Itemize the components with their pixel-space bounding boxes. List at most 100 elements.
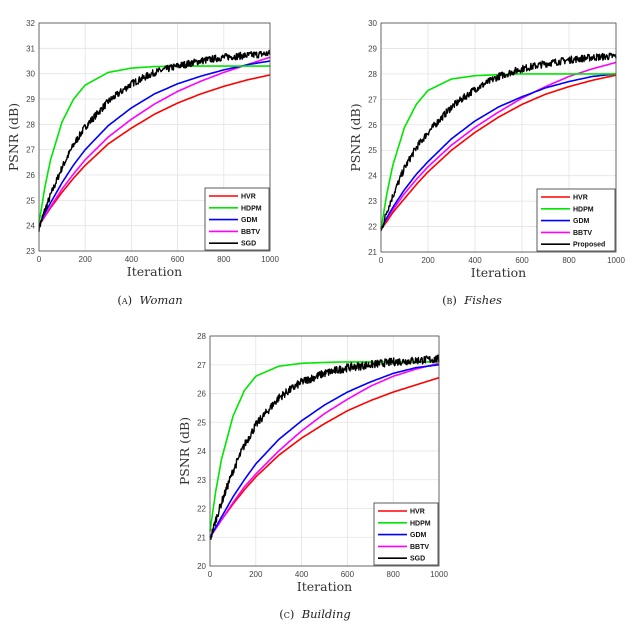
y-tick-label: 22 bbox=[197, 505, 206, 514]
legend: HVR HDPM GDM BBTV SGD bbox=[204, 187, 270, 251]
x-axis-label: Iteration bbox=[471, 265, 526, 280]
y-axis-label: PSNR (dB) bbox=[177, 417, 192, 485]
plot-frame bbox=[38, 22, 271, 252]
y-axis-label: PSNR (dB) bbox=[6, 103, 21, 171]
x-tick-label: 600 bbox=[341, 570, 355, 579]
y-tick-label: 30 bbox=[368, 19, 377, 28]
y-tick-label: 24 bbox=[197, 447, 206, 456]
y-tick-label: 32 bbox=[26, 19, 35, 28]
y-tick-label: 23 bbox=[368, 197, 377, 206]
x-tick-label: 600 bbox=[515, 256, 529, 265]
legend: HVR HDPM GDM BBTV Proposed bbox=[536, 188, 616, 252]
legend-label: HVR bbox=[573, 195, 588, 202]
legend-label: GDM bbox=[241, 217, 258, 224]
subfigure-caption: (c) Building bbox=[279, 607, 350, 621]
subfigure-caption: (a) Woman bbox=[117, 293, 182, 307]
series-line-hvr bbox=[38, 74, 271, 227]
legend-label: SGD bbox=[241, 241, 256, 248]
y-tick-label: 21 bbox=[368, 248, 377, 257]
y-tick-label: 20 bbox=[197, 562, 206, 571]
caption-space bbox=[132, 293, 139, 307]
x-tick-label: 800 bbox=[217, 255, 231, 264]
y-tick-label: 21 bbox=[197, 533, 206, 542]
caption-space bbox=[294, 607, 301, 621]
x-tick-label: 0 bbox=[208, 570, 213, 579]
legend: HVR HDPM GDM BBTV SGD bbox=[373, 502, 439, 566]
y-tick-label: 31 bbox=[26, 44, 35, 53]
series-line-hvr bbox=[209, 376, 440, 538]
x-tick-label: 400 bbox=[468, 256, 482, 265]
y-tick-label: 29 bbox=[26, 95, 35, 104]
y-tick-label: 27 bbox=[26, 146, 35, 155]
legend-label: BBTV bbox=[410, 544, 429, 551]
x-tick-label: 400 bbox=[125, 255, 139, 264]
y-axis-label: PSNR (dB) bbox=[348, 103, 363, 171]
series-line-gdm bbox=[380, 73, 617, 230]
y-tick-label: 28 bbox=[197, 332, 206, 341]
y-tick-label: 27 bbox=[368, 95, 377, 104]
x-tick-label: 1000 bbox=[607, 256, 625, 265]
caption-label: (a) bbox=[117, 293, 132, 307]
x-tick-label: 200 bbox=[421, 256, 435, 265]
x-axis-label: Iteration bbox=[297, 579, 352, 594]
caption-label: (c) bbox=[279, 607, 294, 621]
legend-label: BBTV bbox=[573, 230, 592, 237]
x-tick-label: 1000 bbox=[261, 255, 279, 264]
legend-label: GDM bbox=[573, 218, 590, 225]
chart-panel-0: 0 200 400 600 800 1000 23 24 25 26 27 28 29 30 31 32 Ite… bbox=[6, 19, 279, 307]
x-tick-label: 800 bbox=[387, 570, 401, 579]
x-tick-label: 1000 bbox=[430, 570, 448, 579]
y-tick-label: 22 bbox=[368, 223, 377, 232]
y-tick-label: 27 bbox=[197, 361, 206, 370]
chart-panel-2: 0 200 400 600 800 1000 20 21 22 23 24 25 26 27 28 Itera… bbox=[177, 332, 448, 621]
legend-label: SGD bbox=[410, 556, 425, 563]
series-line-gdm bbox=[209, 364, 440, 538]
legend-label: BBTV bbox=[241, 229, 260, 236]
series-line-sgd bbox=[38, 49, 271, 232]
legend-label: HDPM bbox=[410, 520, 431, 527]
y-tick-label: 26 bbox=[368, 121, 377, 130]
x-axis-label: Iteration bbox=[127, 264, 182, 279]
legend-label: HVR bbox=[241, 194, 256, 201]
caption-title: Building bbox=[301, 607, 351, 621]
caption-title: Fishes bbox=[463, 293, 502, 307]
plot-frame bbox=[209, 335, 440, 567]
y-tick-label: 28 bbox=[368, 70, 377, 79]
legend-label: GDM bbox=[410, 532, 427, 539]
series-line-hdpm bbox=[209, 361, 439, 532]
series-line-proposed bbox=[380, 52, 617, 232]
series-line-hdpm bbox=[38, 65, 270, 224]
y-tick-label: 23 bbox=[26, 247, 35, 256]
y-tick-label: 24 bbox=[26, 222, 35, 231]
y-tick-label: 28 bbox=[26, 120, 35, 129]
plot-frame bbox=[380, 22, 617, 253]
y-tick-label: 29 bbox=[368, 44, 377, 53]
legend-label: HDPM bbox=[241, 205, 262, 212]
x-tick-label: 200 bbox=[249, 570, 263, 579]
y-tick-label: 25 bbox=[26, 196, 35, 205]
x-tick-label: 200 bbox=[79, 255, 93, 264]
series-line-sgd bbox=[209, 354, 440, 540]
x-tick-label: 800 bbox=[562, 256, 576, 265]
legend-label: HDPM bbox=[573, 206, 594, 213]
caption-title: Woman bbox=[139, 293, 182, 307]
series-line-hvr bbox=[380, 74, 617, 230]
y-tick-label: 23 bbox=[197, 476, 206, 485]
x-tick-label: 400 bbox=[295, 570, 309, 579]
y-tick-label: 25 bbox=[197, 418, 206, 427]
y-tick-label: 26 bbox=[26, 171, 35, 180]
subfigure-caption: (b) Fishes bbox=[442, 293, 502, 307]
x-tick-label: 0 bbox=[37, 255, 42, 264]
caption-space bbox=[457, 293, 464, 307]
chart-panel-1: 0 200 400 600 800 1000 21 22 23 24 25 26 27 28 29 30 Ite… bbox=[348, 19, 625, 307]
series-line-bbtv bbox=[209, 362, 440, 538]
y-tick-label: 30 bbox=[26, 70, 35, 79]
y-tick-label: 25 bbox=[368, 146, 377, 155]
series-line-bbtv bbox=[38, 56, 271, 227]
x-tick-label: 0 bbox=[379, 256, 384, 265]
y-tick-label: 26 bbox=[197, 390, 206, 399]
y-tick-label: 24 bbox=[368, 172, 377, 181]
legend-label: Proposed bbox=[573, 242, 605, 249]
series-line-gdm bbox=[38, 60, 271, 227]
